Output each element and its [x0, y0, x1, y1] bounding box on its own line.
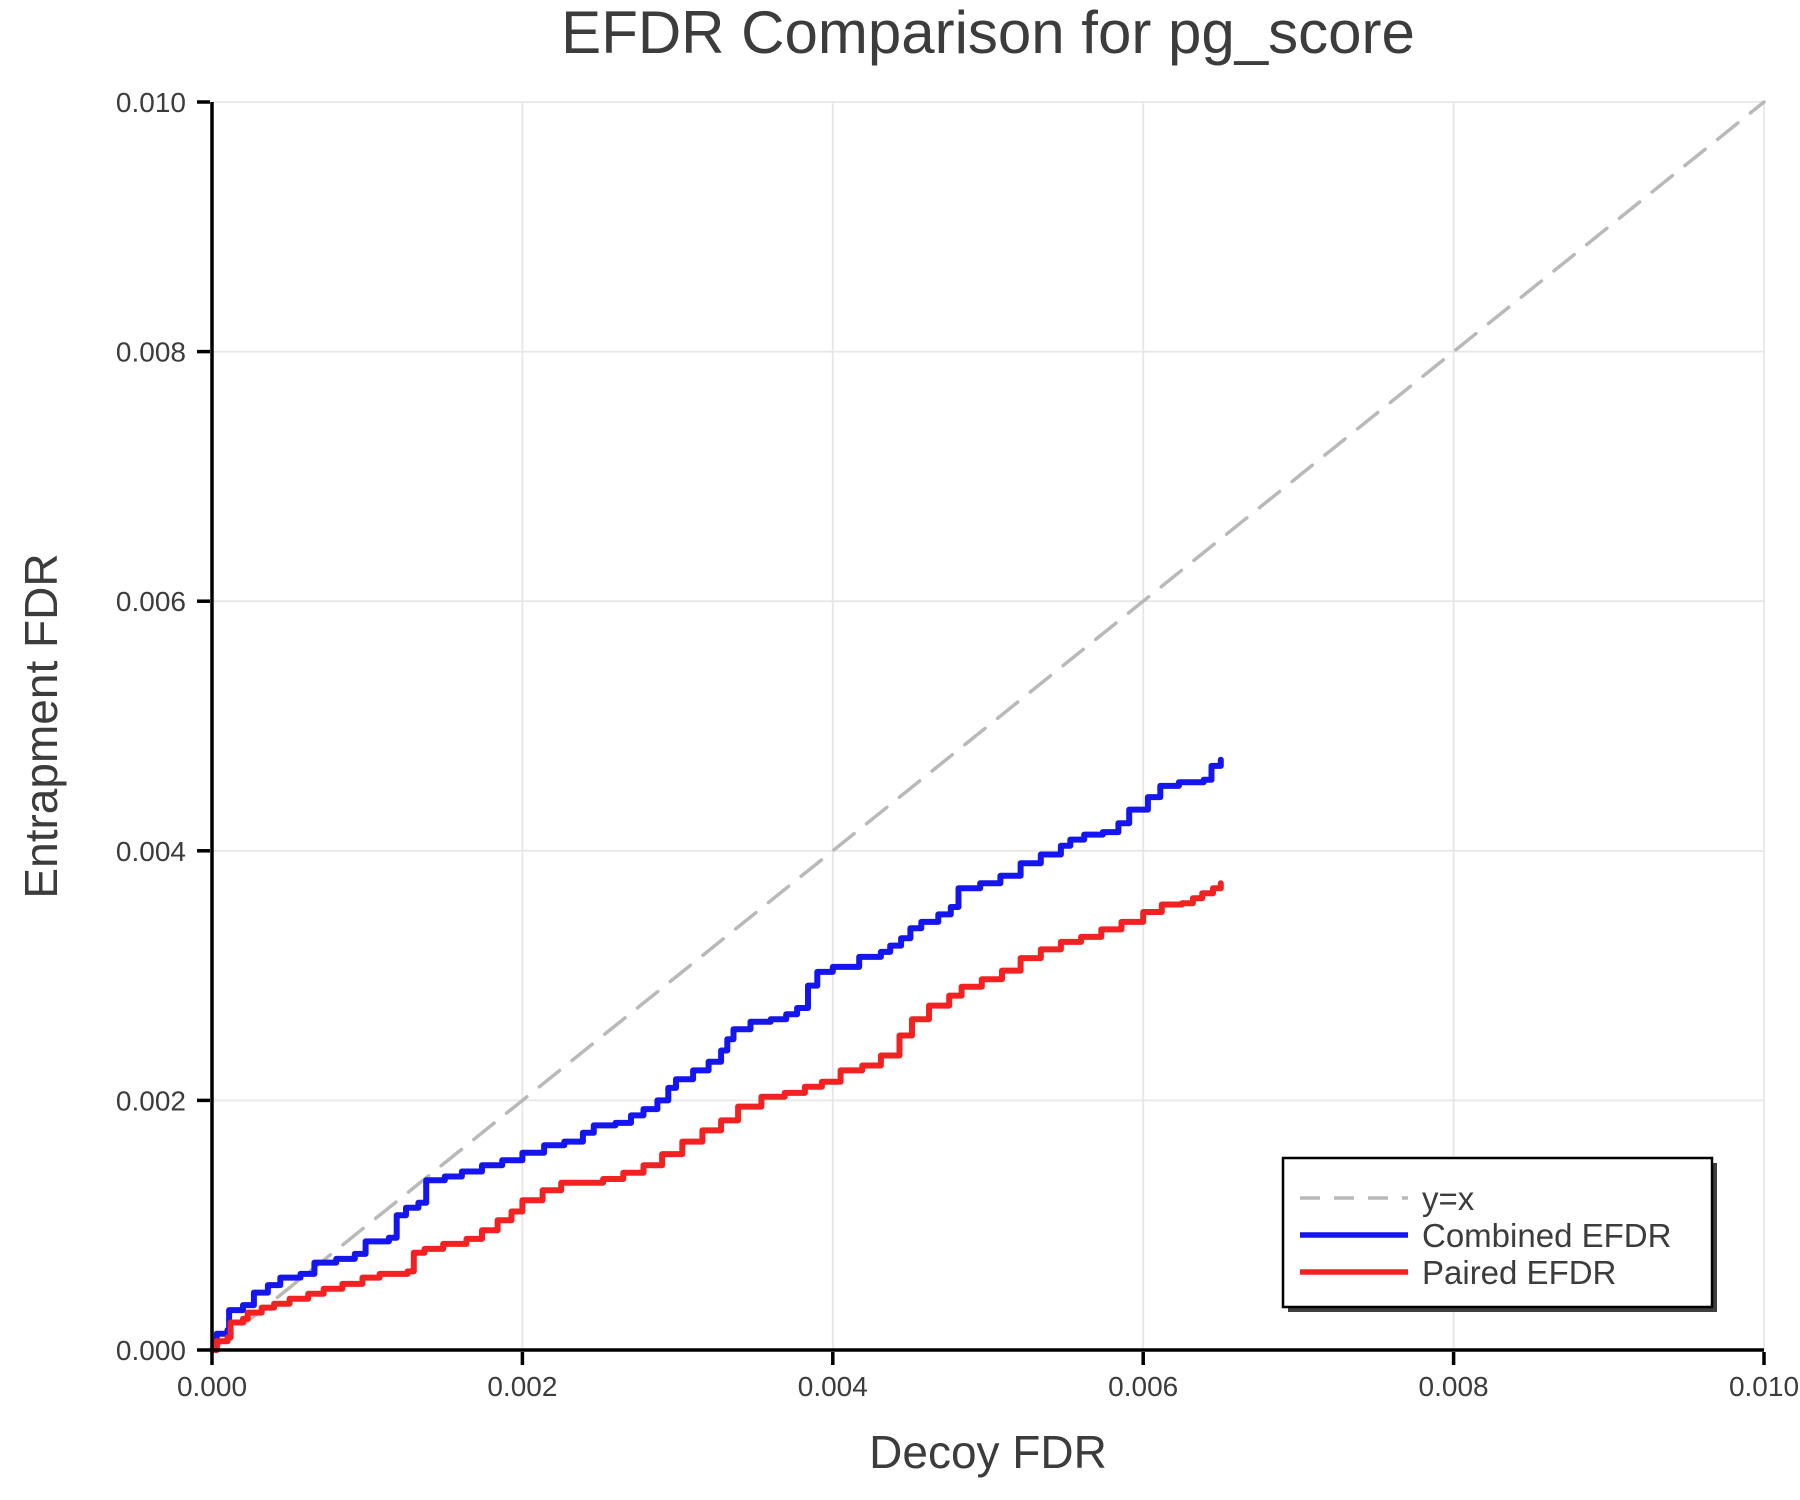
axis-tick-labels: 0.000 0.002 0.004 0.006 0.008 0.010 0.000 0.002…	[116, 87, 1799, 1402]
y-axis-label: Entrapment FDR	[15, 553, 67, 898]
x-tick-label: 0.002	[487, 1371, 557, 1402]
y-tick-label: 0.000	[116, 1335, 186, 1366]
legend-label-combined: Combined EFDR	[1422, 1217, 1671, 1254]
x-tick-label: 0.006	[1108, 1371, 1178, 1402]
y-tick-label: 0.004	[116, 836, 186, 867]
x-tick-label: 0.010	[1729, 1371, 1799, 1402]
paired-efdr-line	[209, 880, 1224, 1353]
y-tick-label: 0.010	[116, 87, 186, 118]
y-tick-label: 0.008	[116, 337, 186, 368]
identity-line	[210, 100, 1766, 1352]
axis-spines	[210, 102, 1764, 1352]
chart-title: EFDR Comparison for pg_score	[561, 0, 1415, 66]
axis-tickmarks	[197, 100, 1766, 1365]
y-tick-label: 0.002	[116, 1085, 186, 1116]
series-lines	[209, 100, 1766, 1353]
x-axis-label: Decoy FDR	[869, 1426, 1107, 1478]
x-tick-label: 0.000	[177, 1371, 247, 1402]
legend-label-identity: y=x	[1422, 1180, 1475, 1217]
y-tick-label: 0.006	[116, 586, 186, 617]
x-tick-label: 0.004	[798, 1371, 868, 1402]
legend: y=x Combined EFDR Paired EFDR	[1281, 1156, 1717, 1312]
combined-efdr-line	[209, 756, 1224, 1353]
gridlines	[212, 101, 1765, 1350]
x-tick-label: 0.008	[1419, 1371, 1489, 1402]
legend-label-paired: Paired EFDR	[1422, 1254, 1616, 1291]
